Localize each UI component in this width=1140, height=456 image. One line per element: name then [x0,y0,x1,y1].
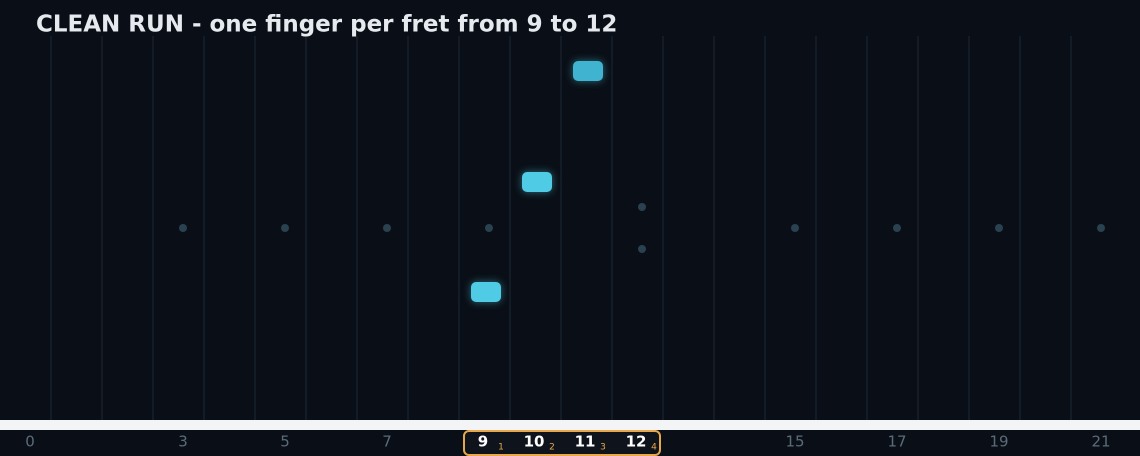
inlay-dot [281,224,289,232]
highlight-fret-label: 10 [524,433,545,451]
fret-labels: 0 3 5 7 15 17 19 21 9 1 10 2 11 3 12 4 [25,433,1110,453]
fret-lines [50,36,1072,420]
inlay-dot [383,224,391,232]
highlight-fret-label: 9 [478,433,488,451]
highlight-box [463,430,661,456]
title: CLEAN RUN - one finger per fret from 9 t… [36,12,617,38]
finger-number: 4 [651,443,657,453]
fret-label: 0 [25,433,35,451]
finger-number: 3 [600,443,606,453]
highlight-fret-label: 12 [626,433,647,451]
fret-label: 7 [382,433,392,451]
fret-label: 5 [280,433,290,451]
inlay-dot [179,224,187,232]
inlay-dot [995,224,1003,232]
inlay-dot [485,224,493,232]
fret-label: 15 [785,433,804,451]
fret-label: 21 [1091,433,1110,451]
inlay-dot [638,245,646,253]
note [573,61,603,81]
fret-label: 17 [887,433,906,451]
inlay-dot [638,203,646,211]
finger-number: 2 [549,443,555,453]
inlay-dot [791,224,799,232]
inlay-dot [893,224,901,232]
inlays [179,203,1105,253]
inlay-dot [1097,224,1105,232]
note [522,172,552,192]
fret-label: 3 [178,433,188,451]
finger-number: 1 [498,443,504,453]
notes [471,61,603,302]
nut-bar [0,420,1140,430]
highlight-fret-label: 11 [575,433,596,451]
note [471,282,501,302]
fret-label: 19 [989,433,1008,451]
